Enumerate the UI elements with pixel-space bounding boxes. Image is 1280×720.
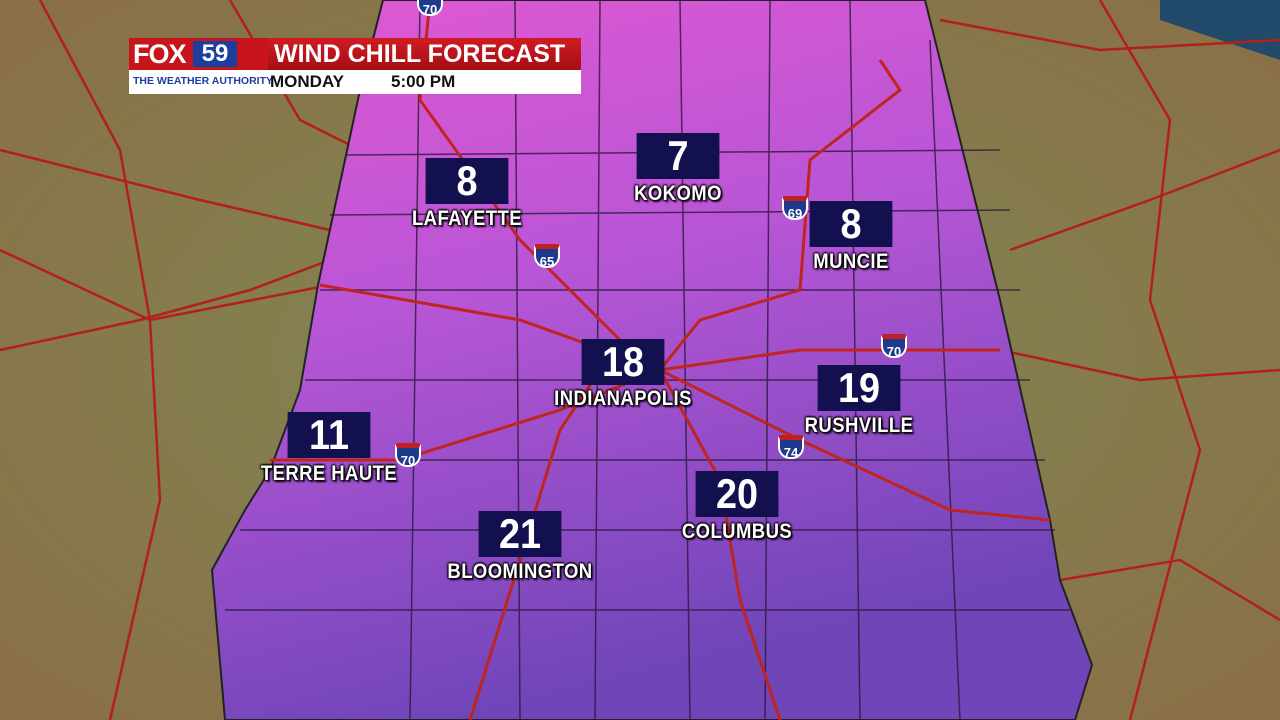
wind-chill-value: 8 <box>425 158 509 204</box>
interstate-shield: 69 <box>782 196 808 221</box>
city-name: TERRE HAUTE <box>260 462 398 485</box>
wind-chill-value: 18 <box>581 339 665 385</box>
interstate-shield: 74 <box>778 435 804 460</box>
station-logo: FOX 59 <box>129 38 268 70</box>
city-name: MUNCIE <box>813 250 889 273</box>
wind-chill-value: 20 <box>695 471 779 517</box>
interstate-shield: 70 <box>417 0 443 17</box>
tagline: THE WEATHER AUTHORITY <box>133 75 273 87</box>
city-name: COLUMBUS <box>681 520 793 543</box>
city-name: INDIANAPOLIS <box>554 387 692 410</box>
lake <box>1160 0 1280 60</box>
wind-chill-value: 11 <box>287 412 371 458</box>
subtitle-band: THE WEATHER AUTHORITY MONDAY 5:00 PM <box>129 70 581 94</box>
wind-chill-value: 19 <box>817 365 901 411</box>
city-name: BLOOMINGTON <box>447 560 593 583</box>
brand: FOX <box>133 39 187 69</box>
city-name: KOKOMO <box>634 182 722 205</box>
city-name: RUSHVILLE <box>804 414 914 437</box>
interstate-shield: 70 <box>395 443 421 468</box>
interstate-shield: 65 <box>534 244 560 269</box>
wind-chill-value: 8 <box>809 201 893 247</box>
interstates <box>270 0 1051 720</box>
channel: 59 <box>193 41 237 67</box>
graphic-title: WIND CHILL FORECAST <box>268 38 581 70</box>
wind-chill-value: 7 <box>636 133 720 179</box>
wind-chill-value: 21 <box>478 511 562 557</box>
city-name: LAFAYETTE <box>411 207 523 230</box>
forecast-day: MONDAY <box>270 72 344 91</box>
interstate-shield: 70 <box>881 334 907 359</box>
forecast-time: 5:00 PM <box>391 72 456 91</box>
